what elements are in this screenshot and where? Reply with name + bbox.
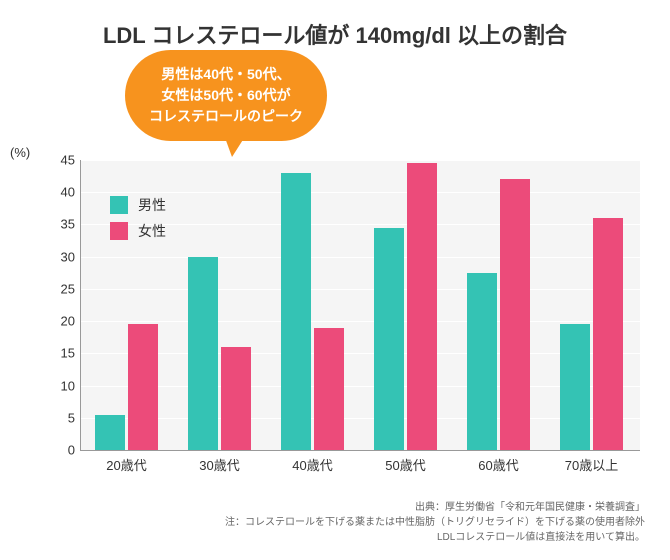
x-axis-line [80,450,640,451]
bar-female [128,324,158,450]
y-axis-label: (%) [10,145,30,160]
y-tick-label: 15 [50,346,75,361]
bar-male [281,173,311,450]
callout-bubble-body: 男性は40代・50代、 女性は50代・60代が コレステロールのピーク [125,50,327,141]
x-tick-label: 30歳代 [173,455,266,474]
callout-bubble: 男性は40代・50代、 女性は50代・60代が コレステロールのピーク [125,50,327,141]
y-tick-label: 10 [50,378,75,393]
footnote-source: 出典：厚生労働省「令和元年国民健康・栄養調査」 [225,500,645,515]
callout-line-2: 女性は50代・60代が [161,87,290,103]
bar-female [221,347,251,450]
x-tick-label: 60歳代 [452,455,545,474]
y-tick-label: 0 [50,443,75,458]
legend-label-male: 男性 [138,195,166,215]
y-tick-label: 30 [50,249,75,264]
chart-title: LDL コレステロール値が 140mg/dl 以上の割合 [0,0,670,50]
bar-male [560,324,590,450]
bar-male [188,257,218,450]
legend-swatch-male [110,196,128,214]
x-tick-label: 70歳以上 [545,455,638,474]
legend-swatch-female [110,222,128,240]
legend-label-female: 女性 [138,221,166,241]
legend-item-male: 男性 [110,195,166,215]
bar-female [314,328,344,450]
bar-male [95,415,125,450]
y-tick-label: 40 [50,185,75,200]
y-tick-label: 35 [50,217,75,232]
bar-female [407,163,437,450]
footnote-method: LDLコレステロール値は直接法を用いて算出。 [225,530,645,545]
bar-male [467,273,497,450]
y-tick-label: 25 [50,281,75,296]
callout-line-3: コレステロールのピーク [149,108,303,124]
footnote-note: 注：コレステロールを下げる薬または中性脂肪（トリグリセライド）を下げる薬の使用者… [225,515,645,530]
chart-area: (%) 051015202530354045 20歳代30歳代40歳代50歳代6… [40,160,640,480]
x-tick-label: 40歳代 [266,455,359,474]
bar-female [500,179,530,450]
callout-line-1: 男性は40代・50代、 [161,66,290,82]
x-tick-label: 50歳代 [359,455,452,474]
x-tick-label: 20歳代 [80,455,173,474]
y-tick-label: 20 [50,314,75,329]
y-tick-label: 45 [50,153,75,168]
legend-item-female: 女性 [110,221,166,241]
bar-male [374,228,404,450]
bar-female [593,218,623,450]
legend: 男性 女性 [110,195,166,247]
footnotes: 出典：厚生労働省「令和元年国民健康・栄養調査」 注：コレステロールを下げる薬また… [225,500,645,545]
y-tick-label: 5 [50,410,75,425]
